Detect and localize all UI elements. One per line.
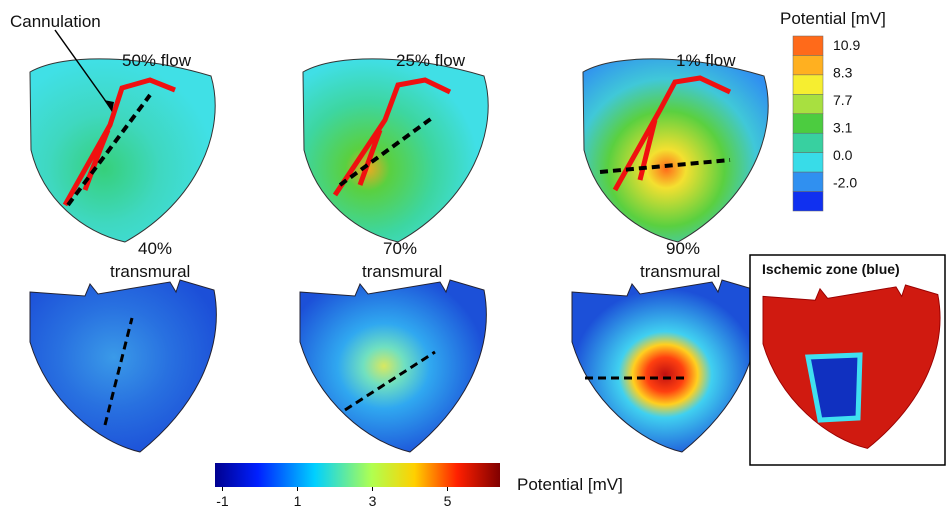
labels: Cannulation 50% flow 25% flow 1% flow 40… — [10, 12, 736, 281]
dashed-line — [103, 317, 134, 426]
ischemic-zone — [805, 352, 863, 423]
legend-swatch — [792, 171, 824, 192]
legend-value: 0.0 — [833, 147, 853, 163]
legend-swatch — [792, 113, 824, 134]
arrow-head — [104, 100, 114, 112]
colorbar-ticks: -1 1 3 5 — [216, 487, 452, 509]
colorbar-tick-label: 3 — [369, 493, 377, 509]
heart-sim — [29, 279, 217, 453]
colorbar-title: Potential [mV] — [517, 475, 623, 494]
bottom-hearts — [29, 279, 759, 453]
inset-title: Ischemic zone (blue) — [762, 261, 900, 277]
heart-sim — [571, 279, 759, 453]
legend-swatch — [792, 35, 824, 56]
legend-value: 3.1 — [833, 120, 853, 136]
legend-boxes: 10.9 8.3 7.7 3.1 0.0 -2.0 — [792, 35, 860, 212]
transmural-pct: 70% — [383, 239, 417, 258]
transmural-pct: 90% — [666, 239, 700, 258]
legend: Potential [mV] 10.9 8.3 7.7 3.1 0.0 -2.0 — [780, 9, 886, 212]
legend-swatch — [792, 132, 824, 153]
vessel — [332, 77, 452, 197]
legend-swatch — [792, 152, 824, 173]
legend-value: 10.9 — [833, 37, 860, 53]
colorbar-tick-label: 5 — [444, 493, 452, 509]
legend-swatch — [792, 74, 824, 95]
colorbar-gradient — [215, 463, 500, 487]
cannulation-label: Cannulation — [10, 12, 101, 31]
legend-swatch — [792, 55, 824, 76]
inset: Ischemic zone (blue) — [749, 254, 946, 466]
legend-swatch — [792, 191, 824, 212]
transmural-label: transmural — [110, 262, 190, 281]
colorbar-tick-label: -1 — [216, 493, 229, 509]
colorbar-tick-label: 1 — [294, 493, 302, 509]
flow-label: 1% flow — [676, 51, 736, 70]
transmural-label: transmural — [362, 262, 442, 281]
flow-label: 50% flow — [122, 51, 192, 70]
heart-sim — [299, 279, 487, 453]
transmural-label: transmural — [640, 262, 720, 281]
flow-label: 25% flow — [396, 51, 466, 70]
legend-value: -2.0 — [833, 175, 857, 191]
legend-value: 7.7 — [833, 92, 853, 108]
legend-value: 8.3 — [833, 65, 853, 81]
heart-map — [582, 58, 769, 243]
colorbar: Potential [mV] -1 1 3 5 — [215, 463, 623, 509]
legend-swatch — [792, 94, 824, 115]
legend-title: Potential [mV] — [780, 9, 886, 28]
dashed-line — [66, 93, 152, 207]
dashed-line — [599, 158, 731, 174]
dashed-line — [338, 116, 434, 187]
transmural-pct: 40% — [138, 239, 172, 258]
top-hearts — [29, 29, 769, 243]
dashed-line — [344, 350, 436, 412]
